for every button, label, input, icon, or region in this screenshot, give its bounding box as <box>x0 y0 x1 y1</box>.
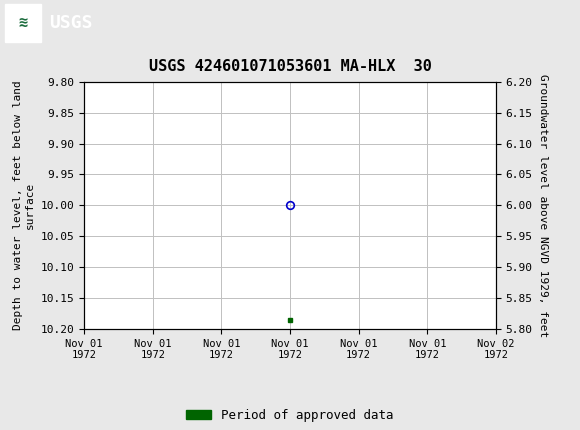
Y-axis label: Depth to water level, feet below land
surface: Depth to water level, feet below land su… <box>13 80 35 330</box>
Text: ≋: ≋ <box>18 15 27 30</box>
Y-axis label: Groundwater level above NGVD 1929, feet: Groundwater level above NGVD 1929, feet <box>538 74 548 337</box>
Text: USGS: USGS <box>49 14 93 31</box>
Title: USGS 424601071053601 MA-HLX  30: USGS 424601071053601 MA-HLX 30 <box>148 58 432 74</box>
FancyBboxPatch shape <box>5 3 41 42</box>
Legend: Period of approved data: Period of approved data <box>181 403 399 427</box>
